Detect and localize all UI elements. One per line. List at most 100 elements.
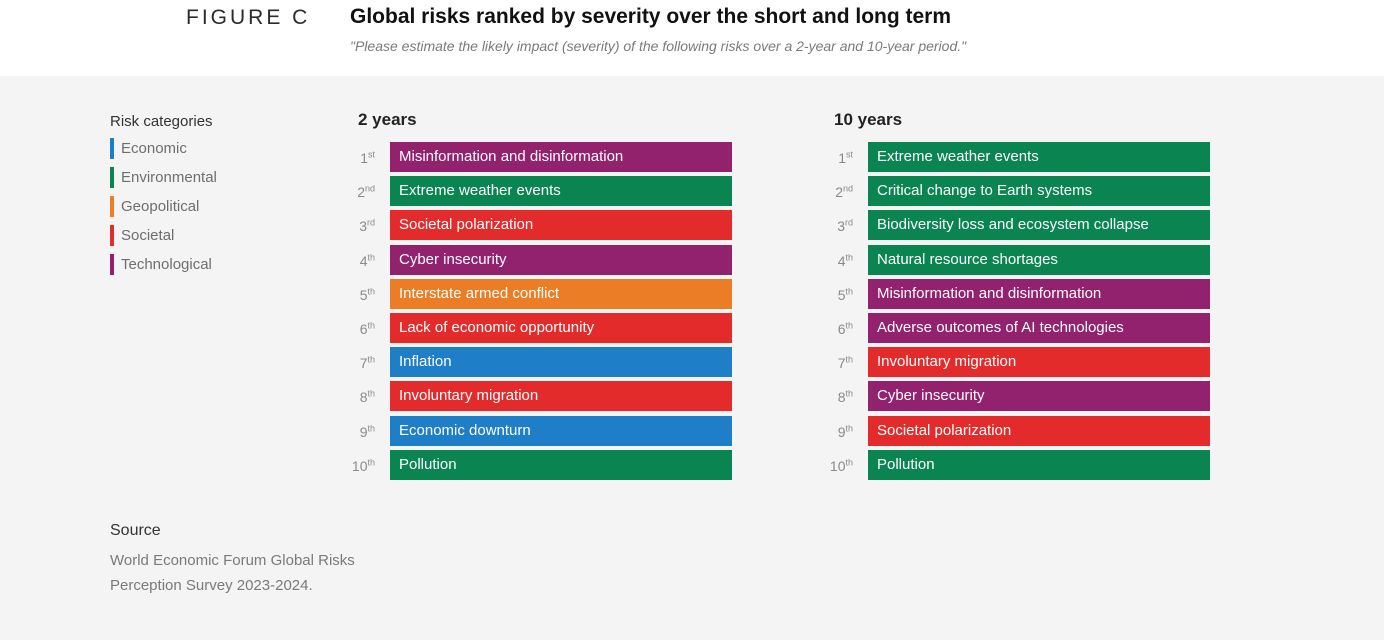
risk-bar: Biodiversity loss and ecosystem collapse [868, 210, 1210, 241]
legend-swatch [110, 196, 114, 217]
risk-bar: Lack of economic opportunity [390, 313, 732, 343]
rank-suffix: th [845, 457, 853, 468]
legend-item-societal: Societal [110, 225, 217, 246]
rank-suffix: th [367, 354, 375, 365]
rank-number: 8 [837, 389, 846, 406]
rank-suffix: th [845, 388, 853, 399]
rank-label: 8th [823, 389, 853, 405]
legend-label: Geopolitical [121, 198, 200, 215]
risk-bar: Involuntary migration [390, 381, 732, 412]
rank-suffix: th [845, 251, 853, 262]
legend-title: Risk categories [110, 113, 213, 130]
rank-number: 9 [359, 423, 368, 440]
rank-label: 1st [823, 150, 853, 166]
rank-number: 10 [829, 457, 846, 474]
rank-number: 7 [837, 355, 846, 372]
rank-number: 2 [835, 184, 843, 201]
rank-label: 3rd [823, 218, 853, 234]
risk-bar: Societal polarization [390, 210, 732, 241]
rank-suffix: th [367, 251, 375, 262]
legend-items: Economic Environmental Geopolitical Societa… [110, 138, 217, 275]
rank-label: 5th [823, 287, 853, 303]
rank-label: 10th [823, 458, 853, 474]
legend-label: Societal [121, 227, 175, 244]
rank-suffix: th [367, 457, 375, 468]
risk-bar: Critical change to Earth systems [868, 176, 1210, 207]
figure-title: Global risks ranked by severity over the… [350, 5, 952, 28]
figure-header: FIGURE C Global risks ranked by severity… [0, 0, 1384, 76]
rank-number: 4 [837, 252, 846, 269]
source-text: World Economic Forum Global Risks Percep… [110, 552, 355, 594]
legend-swatch [110, 167, 114, 188]
risk-bar: Pollution [390, 449, 732, 480]
source-block: Source World Economic Forum Global Risks… [110, 522, 410, 598]
rank-label: 4th [345, 251, 375, 269]
rank-label: 9th [345, 422, 375, 440]
rank-label: 10th [345, 458, 375, 474]
column-title: 10 years [834, 110, 903, 129]
rank-number: 3 [359, 218, 367, 235]
legend-swatch [110, 138, 114, 159]
rank-label: 4th [823, 251, 853, 269]
risk-bar: Involuntary migration [868, 347, 1210, 378]
risk-bar: Inflation [390, 347, 732, 378]
risk-bar: Pollution [868, 449, 1210, 480]
risk-categories-legend: Risk categories Economic Environmental Geo… [110, 113, 217, 283]
rank-label: 3rd [345, 218, 375, 234]
rank-label: 6th [345, 321, 375, 337]
column-title: 2 years [358, 110, 417, 129]
rank-suffix: rd [844, 217, 853, 228]
rank-suffix: th [367, 388, 375, 399]
rank-suffix: st [367, 149, 375, 160]
risk-bar: Adverse outcomes of AI technologies [868, 313, 1210, 343]
rank-label: 2nd [345, 184, 375, 200]
rank-number: 9 [837, 423, 846, 440]
rank-suffix: rd [366, 217, 375, 228]
rank-suffix: th [845, 422, 853, 433]
rank-number: 3 [837, 218, 845, 235]
legend-label: Environmental [121, 169, 217, 186]
rank-number: 8 [359, 389, 368, 406]
rank-number: 6 [837, 321, 846, 337]
source-title: Source [110, 522, 161, 539]
risk-bar: Economic downturn [390, 415, 732, 446]
legend-swatch [110, 225, 114, 246]
rank-suffix: nd [364, 183, 375, 194]
risk-bar: Misinformation and disinformation [390, 142, 732, 172]
risk-bar: Cyber insecurity [390, 244, 732, 275]
risk-bar: Interstate armed conflict [390, 278, 732, 309]
rank-label: 7th [345, 355, 375, 371]
rank-label: 2nd [823, 184, 853, 200]
rank-suffix: nd [842, 183, 853, 194]
rank-label: 1st [345, 150, 375, 166]
legend-item-environmental: Environmental [110, 167, 217, 188]
risk-bar: Extreme weather events [390, 176, 732, 207]
risk-bar: Natural resource shortages [868, 244, 1210, 275]
legend-item-technological: Technological [110, 254, 217, 275]
legend-label: Technological [121, 256, 212, 273]
rank-suffix: th [367, 320, 375, 331]
legend-item-geopolitical: Geopolitical [110, 196, 217, 217]
rank-number: 7 [359, 355, 368, 372]
rank-label: 6th [823, 321, 853, 337]
rank-number: 1 [838, 150, 846, 166]
rank-suffix: th [845, 354, 853, 365]
rank-number: 5 [837, 286, 846, 303]
rank-number: 6 [359, 321, 368, 337]
rank-label: 7th [823, 355, 853, 371]
rank-number: 4 [359, 252, 368, 269]
rank-suffix: th [367, 422, 375, 433]
rank-number: 1 [360, 150, 368, 166]
rank-number: 10 [351, 457, 368, 474]
legend-item-economic: Economic [110, 138, 217, 159]
rank-suffix: st [845, 149, 853, 160]
rank-label: 5th [345, 287, 375, 303]
rank-suffix: th [367, 286, 375, 297]
risk-bar: Societal polarization [868, 415, 1210, 446]
rank-suffix: th [845, 320, 853, 331]
rank-label: 8th [345, 389, 375, 405]
legend-label: Economic [121, 140, 187, 157]
risk-bar: Misinformation and disinformation [868, 278, 1210, 309]
rank-label: 9th [823, 422, 853, 440]
figure-subtitle: "Please estimate the likely impact (seve… [350, 38, 967, 54]
